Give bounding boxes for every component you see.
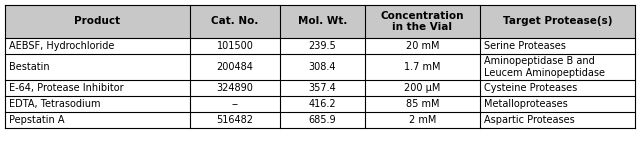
- Text: AEBSF, Hydrochloride: AEBSF, Hydrochloride: [9, 41, 115, 51]
- Text: 20 mM: 20 mM: [406, 41, 439, 51]
- Text: Metalloproteases: Metalloproteases: [484, 99, 568, 109]
- Text: EDTA, Tetrasodium: EDTA, Tetrasodium: [9, 99, 100, 109]
- Text: Concentration
in the Vial: Concentration in the Vial: [381, 11, 464, 32]
- Text: 2 mM: 2 mM: [409, 115, 436, 125]
- Text: --: --: [232, 99, 239, 109]
- Text: 416.2: 416.2: [308, 99, 336, 109]
- Text: 308.4: 308.4: [308, 62, 336, 72]
- Text: Aminopeptidase B and
Leucem Aminopeptidase: Aminopeptidase B and Leucem Aminopeptida…: [484, 56, 605, 78]
- Text: Target Protease(s): Target Protease(s): [503, 16, 612, 27]
- Bar: [5, 5, 635, 128]
- Text: E-64, Protease Inhibitor: E-64, Protease Inhibitor: [9, 83, 124, 93]
- Text: Aspartic Proteases: Aspartic Proteases: [484, 115, 575, 125]
- Text: 324890: 324890: [216, 83, 253, 93]
- Text: 685.9: 685.9: [308, 115, 336, 125]
- Text: 200 μM: 200 μM: [404, 83, 441, 93]
- Text: Product: Product: [74, 16, 120, 27]
- Text: 357.4: 357.4: [308, 83, 337, 93]
- Text: Pepstatin A: Pepstatin A: [9, 115, 65, 125]
- Text: Cysteine Proteases: Cysteine Proteases: [484, 83, 577, 93]
- Text: Mol. Wt.: Mol. Wt.: [298, 16, 347, 27]
- Text: Cat. No.: Cat. No.: [211, 16, 259, 27]
- Bar: [5, 5, 635, 38]
- Text: 200484: 200484: [216, 62, 253, 72]
- Text: 1.7 mM: 1.7 mM: [404, 62, 441, 72]
- Text: 239.5: 239.5: [308, 41, 337, 51]
- Text: Serine Proteases: Serine Proteases: [484, 41, 566, 51]
- Text: 101500: 101500: [216, 41, 253, 51]
- Text: Bestatin: Bestatin: [9, 62, 50, 72]
- Text: 516482: 516482: [216, 115, 253, 125]
- Text: 85 mM: 85 mM: [406, 99, 439, 109]
